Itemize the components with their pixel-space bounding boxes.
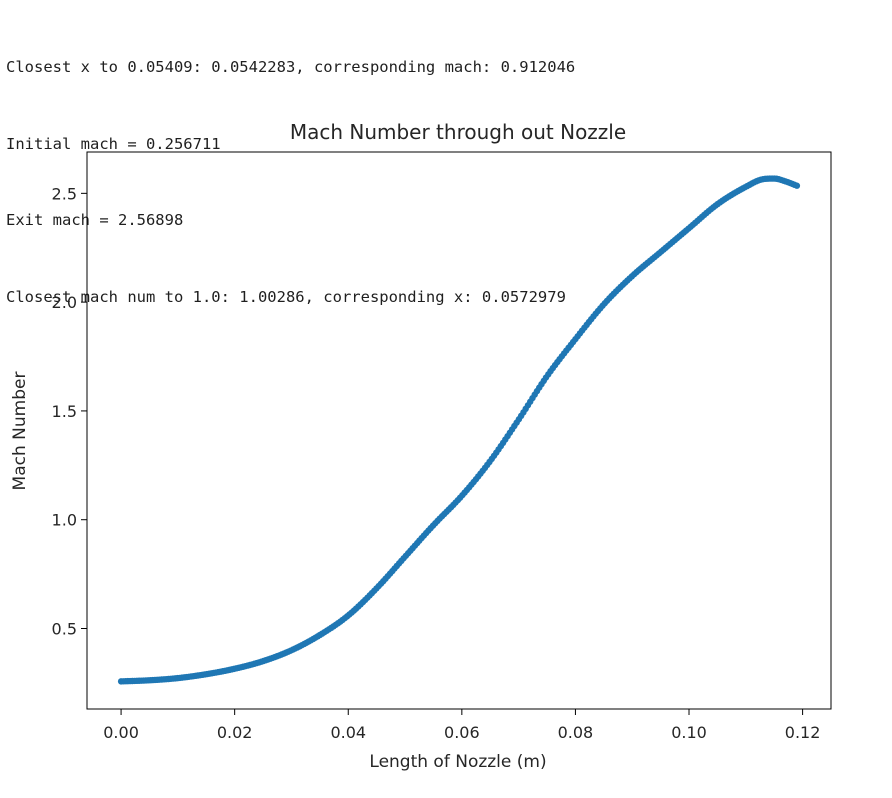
console-output: Closest x to 0.05409: 0.0542283, corresp… — [6, 4, 575, 336]
data-points — [117, 175, 801, 685]
x-axis-label: Length of Nozzle (m) — [369, 752, 546, 772]
x-tick-label: 0.06 — [444, 723, 480, 742]
y-tick-label: 0.5 — [52, 619, 77, 638]
chart-title: Mach Number through out Nozzle — [290, 120, 626, 144]
plot-frame — [86, 151, 832, 710]
x-tick-label: 0.00 — [103, 723, 139, 742]
x-tick-label: 0.08 — [558, 723, 594, 742]
y-tick-label: 1.5 — [52, 402, 77, 421]
x-tick-label: 0.12 — [785, 723, 821, 742]
y-axis-label: Mach Number — [10, 372, 30, 491]
console-line-closest-x: Closest x to 0.05409: 0.0542283, corresp… — [6, 58, 576, 76]
x-axis-ticks: 0.00 0.02 0.04 0.06 0.08 0.10 0.12 — [103, 709, 820, 742]
y-tick-label: 2.0 — [52, 293, 77, 312]
console-line-exit-mach: Exit mach = 2.56898 — [6, 211, 184, 229]
x-tick-label: 0.04 — [330, 723, 366, 742]
x-tick-label: 0.10 — [671, 723, 707, 742]
data-point — [793, 182, 801, 189]
console-line-initial-mach: Initial mach = 0.256711 — [6, 134, 221, 153]
x-tick-label: 0.02 — [217, 723, 253, 742]
y-tick-label: 2.5 — [52, 184, 77, 203]
console-line-closest-mach: Closest mach num to 1.0: 1.00286, corres… — [6, 287, 566, 306]
y-tick-label: 1.0 — [52, 511, 77, 530]
y-axis-ticks: 0.5 1.0 1.5 2.0 2.5 — [52, 184, 87, 638]
